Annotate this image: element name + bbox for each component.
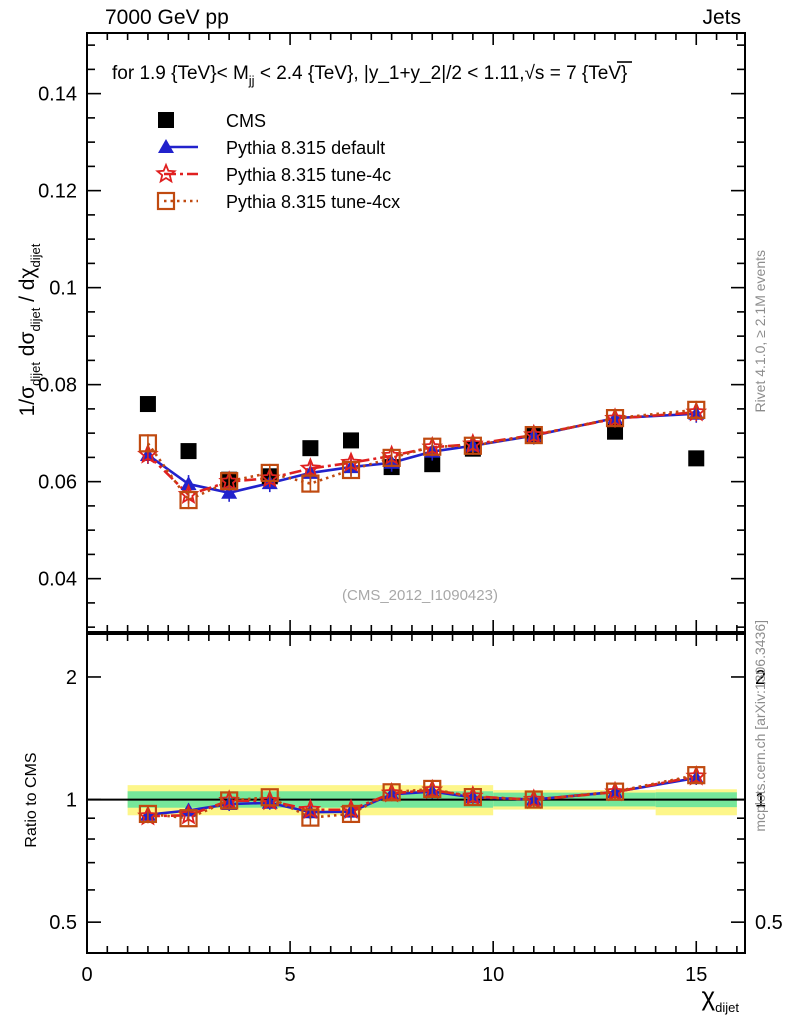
- mc-data-point: [687, 400, 706, 419]
- legend-item-pythia-8-315-default[interactable]: Pythia 8.315 default: [158, 138, 385, 158]
- legend-item-cms[interactable]: CMS: [158, 111, 266, 131]
- main-line-pythia-8-315-tune-4cx: [146, 408, 697, 502]
- mc-data-point: [524, 425, 543, 445]
- ratio-data-point: [605, 782, 625, 801]
- mc-data-point: [180, 476, 197, 491]
- ratio-data-point: [524, 790, 543, 809]
- ratio-y-axis-title: Ratio to CMS: [23, 752, 40, 847]
- header-process-label: Jets: [702, 6, 741, 29]
- ratio-data-point: [179, 809, 198, 828]
- mc-data-point: [301, 474, 320, 493]
- ratio-line-pythia-8-315-tune-4c: [147, 775, 697, 818]
- mc-data-point: [463, 436, 482, 455]
- main-panel-axes: 0.04 0.06 0.08 0.1 0.12 0.14: [38, 32, 746, 633]
- ratio-data-point: [687, 766, 706, 785]
- x-ticklabel: 0: [81, 964, 92, 986]
- legend-label: Pythia 8.315 tune-4c: [226, 165, 391, 185]
- analysis-id-watermark: (CMS_2012_I1090423): [342, 587, 498, 604]
- main-y-ticklabel: 0.14: [38, 84, 77, 106]
- mc-data-point: [221, 484, 238, 499]
- main-y-ticklabel: 0.1: [49, 278, 77, 300]
- main-markers-pythia-8-315-tune-4cx: [138, 400, 706, 510]
- legend-label: Pythia 8.315 tune-4cx: [226, 192, 400, 212]
- legend-marker-filled-triangle: [158, 139, 174, 153]
- ratio-data-series: [137, 765, 708, 828]
- ratio-panel-axes: 0.5 0.5 1 1 2 2 0 5 10 15: [49, 633, 783, 986]
- x-ticklabel: 5: [285, 964, 296, 986]
- main-y-axis-title: 1/σdijet dσdijet / dχdijet: [16, 243, 43, 416]
- mcplots-source-label: mcplots.cern.ch [arXiv:1306.3436]: [752, 620, 768, 832]
- mc-data-point: [138, 434, 158, 453]
- mc-data-point: [382, 448, 401, 467]
- mc-data-point: [258, 466, 281, 488]
- x-ticklabel: 15: [685, 964, 707, 986]
- mc-data-point: [605, 409, 625, 428]
- ratio-data-point: [260, 788, 279, 807]
- legend-marker-open-square: [156, 191, 176, 211]
- cms-data-point: [180, 443, 197, 460]
- ratio-y-ticklabel: 1: [66, 790, 77, 812]
- legend-marker-open-star: [155, 162, 177, 184]
- cms-data-point: [302, 440, 319, 457]
- ratio-data-point: [341, 804, 361, 824]
- x-axis-title: χdijet: [701, 981, 739, 1015]
- main-y-ticklabel: 0.08: [38, 375, 77, 397]
- mc-data-point: [299, 457, 322, 478]
- x-ticklabel: 10: [482, 964, 504, 986]
- cms-data-point: [139, 396, 156, 413]
- ratio-data-point: [220, 791, 239, 810]
- ratio-data-point: [138, 804, 158, 824]
- legend-marker-filled-square: [158, 112, 174, 128]
- ratio-line-pythia-8-315-tune-4cx: [147, 773, 697, 820]
- mc-data-point: [260, 463, 279, 483]
- cms-data-point: [343, 432, 360, 449]
- ratio-y-ticklabel-right: 2: [755, 667, 766, 689]
- ratio-data-point: [382, 783, 401, 802]
- main-y-ticklabel: 0.04: [38, 569, 77, 591]
- legend-item-pythia-8-315-tune-4c[interactable]: Pythia 8.315 tune-4c: [155, 162, 391, 185]
- ratio-y-ticklabel-right: 0.5: [755, 912, 783, 934]
- ratio-data-point: [301, 808, 320, 827]
- mc-data-point: [220, 472, 239, 491]
- ratio-y-ticklabel: 2: [66, 667, 77, 689]
- cms-data-point: [688, 450, 705, 467]
- header-beam-label: 7000 GeV pp: [105, 6, 229, 29]
- legend-label: CMS: [226, 111, 266, 131]
- legend-label: Pythia 8.315 default: [226, 138, 385, 158]
- main-panel-frame: [86, 32, 746, 633]
- svg-text:1/σdijet dσdijet / dχdijet: 1/σdijet dσdijet / dχdijet: [16, 243, 43, 416]
- main-y-ticklabel: 0.06: [38, 472, 77, 494]
- ratio-y-ticklabel-right: 1: [755, 790, 766, 812]
- ratio-data-point: [463, 788, 482, 807]
- mc-data-point: [341, 460, 361, 480]
- main-data-series: [137, 396, 708, 510]
- mc-data-point: [423, 437, 442, 456]
- mc-data-point: [179, 490, 198, 510]
- ratio-data-point: [423, 779, 442, 799]
- plot-subtitle: for 1.9 {TeV}< Mjj < 2.4 {TeV}, |y_1+y_2…: [112, 63, 627, 88]
- main-y-ticklabel: 0.12: [38, 181, 77, 203]
- cms-data-point: [424, 456, 441, 473]
- ratio-markers-pythia-8-315-tune-4cx: [138, 766, 706, 828]
- cms-data-point: [607, 423, 624, 440]
- ratio-panel-frame: [86, 633, 746, 954]
- legend-item-pythia-8-315-tune-4cx[interactable]: Pythia 8.315 tune-4cx: [156, 191, 400, 212]
- legend: CMS Pythia 8.315 default Pythia 8.315 tune…: [155, 111, 400, 212]
- ratio-y-ticklabel: 0.5: [49, 912, 77, 934]
- rivet-version-label: Rivet 4.1.0, ≥ 2.1M events: [752, 250, 768, 413]
